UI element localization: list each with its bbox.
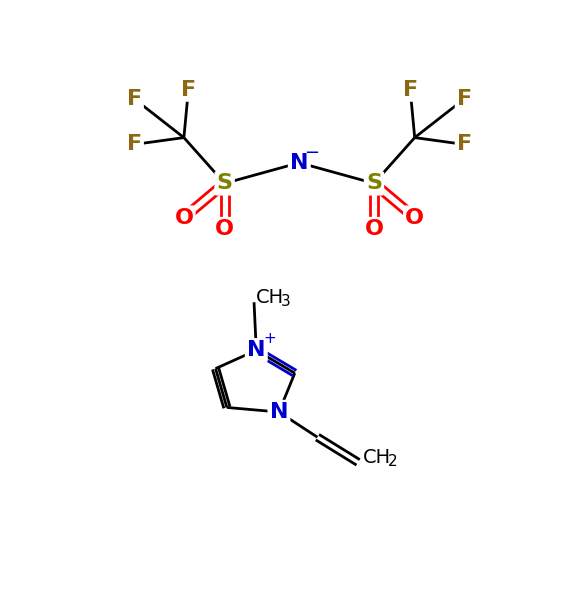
Text: 2: 2 bbox=[388, 454, 397, 469]
Text: O: O bbox=[215, 219, 234, 239]
Text: F: F bbox=[402, 80, 418, 100]
Text: 3: 3 bbox=[281, 294, 291, 309]
Text: F: F bbox=[127, 89, 142, 109]
Text: F: F bbox=[181, 80, 196, 100]
Text: O: O bbox=[364, 219, 384, 239]
Text: N: N bbox=[270, 402, 288, 422]
Text: F: F bbox=[457, 89, 472, 109]
Text: CH: CH bbox=[256, 288, 284, 307]
Text: −: − bbox=[304, 144, 319, 162]
Text: S: S bbox=[217, 173, 232, 193]
Text: F: F bbox=[127, 134, 142, 154]
Text: +: + bbox=[263, 331, 276, 346]
Text: S: S bbox=[366, 173, 382, 193]
Text: N: N bbox=[247, 340, 266, 361]
Text: O: O bbox=[175, 208, 193, 228]
Text: O: O bbox=[405, 208, 424, 228]
Text: N: N bbox=[290, 153, 308, 173]
Text: F: F bbox=[457, 134, 472, 154]
Text: CH: CH bbox=[363, 448, 391, 467]
